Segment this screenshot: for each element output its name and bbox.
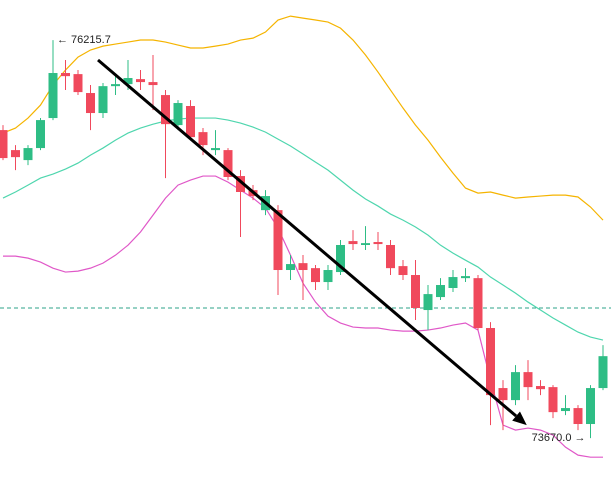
candle-body [186, 106, 195, 138]
price-annotation: ← 76215.7 [57, 34, 111, 46]
candle-body [511, 372, 520, 401]
candle-body [561, 408, 570, 412]
candle-body [373, 242, 383, 245]
band-line [2, 117, 604, 341]
candle-body [61, 73, 70, 77]
candle-body [0, 130, 8, 159]
candle-body [598, 356, 608, 389]
candle-body [311, 268, 320, 283]
candle-body [573, 408, 583, 425]
candle-body [211, 148, 220, 151]
candle-body [36, 120, 45, 149]
candle-body [23, 148, 33, 161]
candle-body [161, 95, 170, 125]
candle-body [223, 150, 233, 177]
candle-body [536, 386, 545, 390]
candle-body [423, 294, 433, 311]
candle-body [136, 79, 145, 83]
price-annotation: 73670.0 → [532, 432, 586, 444]
candle-body [348, 241, 358, 245]
candle-body [448, 277, 458, 288]
candle-body [236, 176, 245, 192]
band-line [2, 15, 604, 221]
candle-body [336, 245, 345, 273]
candle-body [73, 74, 83, 93]
candle-body [361, 243, 370, 245]
trend-arrow-line [97, 58, 518, 418]
candle-body [11, 150, 20, 158]
trend-arrow-head [512, 411, 527, 426]
candle-body [273, 210, 283, 271]
candle-body [123, 78, 133, 85]
candle-body [398, 266, 408, 276]
candle-body [411, 275, 420, 309]
candle-body [586, 388, 595, 425]
candle-body [486, 328, 495, 396]
candle-body [436, 285, 445, 298]
candle-body [548, 387, 558, 413]
candle-body [111, 84, 120, 87]
candle-body [498, 388, 508, 401]
candle-body [48, 73, 58, 119]
candle-body [523, 372, 533, 388]
candle-body [86, 93, 95, 114]
candle-body [323, 270, 333, 283]
candle-body [98, 86, 108, 114]
candle-body [473, 278, 483, 329]
candle-body [173, 103, 183, 126]
candle-body [386, 245, 395, 269]
candle-body [461, 276, 470, 279]
candle-body [286, 264, 295, 271]
candle-body [298, 263, 308, 271]
candle-body [198, 132, 208, 146]
candle-body [148, 82, 158, 86]
